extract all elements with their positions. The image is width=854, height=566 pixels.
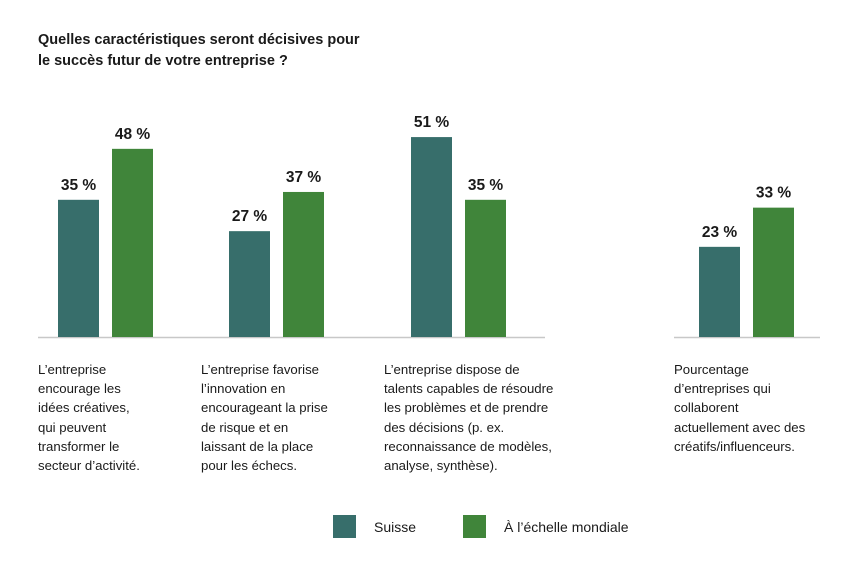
category-label-line: reconnaissance de modèles, [384, 438, 552, 454]
chart-title-line-2: le succès futur de votre entreprise ? [38, 53, 288, 69]
category-label-line: actuellement avec des [674, 419, 806, 435]
category-label-line: encourageant la prise [201, 400, 328, 416]
category-label-line: idées créatives, [38, 400, 130, 416]
category-label-line: transformer le [38, 438, 120, 454]
data-label-suisse-cat-1: 35 % [61, 177, 97, 194]
bar-suisse-cat-2 [229, 231, 270, 337]
legend-label-suisse: Suisse [374, 518, 417, 535]
legend-item-suisse: Suisse [333, 515, 416, 538]
category-label-line: pour les échecs. [201, 458, 298, 474]
category-label-line: talents capables de résoudre [384, 381, 554, 397]
data-label-mondiale-cat-3: 35 % [468, 177, 504, 194]
chart-title: Quelles caractéristiques seront décisive… [38, 30, 398, 72]
data-label-mondiale-cat-1: 48 % [115, 126, 151, 143]
category-label-1: L’entreprise encourage les idées créatives… [38, 360, 140, 475]
data-label-mondiale-cat-2: 37 % [286, 169, 322, 186]
category-label-line: créatifs/influenceurs. [674, 438, 795, 454]
data-label-suisse-cat-3: 51 % [414, 114, 450, 131]
category-label-line: L’entreprise dispose de [384, 362, 520, 377]
category-label-4: Pourcentage d’entreprises qui collaborent a… [674, 360, 805, 456]
category-label-line: qui peuvent [38, 419, 107, 435]
legend-item-mondiale: À l’échelle mondiale [463, 515, 629, 538]
category-label-line: Pourcentage [674, 362, 749, 377]
category-label-line: l’innovation en [201, 381, 286, 397]
bar-suisse-cat-3 [411, 137, 452, 337]
legend-swatch-mondiale [463, 515, 486, 538]
category-label-line: secteur d’activité. [38, 458, 140, 474]
bar-mondiale-cat-3 [465, 199, 506, 337]
category-label-line: analyse, synthèse). [384, 458, 498, 474]
category-label-2: L’entreprise favorise l’innovation en enco… [201, 360, 328, 475]
bar-suisse-cat-1 [58, 199, 99, 337]
legend-label-mondiale: À l’échelle mondiale [504, 518, 629, 535]
category-label-line: encourage les [38, 381, 121, 397]
data-label-suisse-cat-2: 27 % [232, 208, 268, 225]
bar-mondiale-cat-2 [283, 191, 324, 337]
category-label-line: des décisions (p. ex. [384, 419, 505, 435]
category-label-line: d’entreprises qui [674, 381, 771, 397]
category-label-3: L’entreprise dispose de talents capables … [384, 360, 553, 475]
bar-mondiale-cat-4 [753, 207, 794, 337]
category-label-line: laissant de la place [201, 438, 314, 454]
category-label-line: de risque et en [201, 419, 289, 435]
category-label-line: L’entreprise [38, 362, 107, 377]
chart-title-line-1: Quelles caractéristiques seront décisive… [38, 32, 360, 48]
bar-mondiale-cat-1 [112, 148, 153, 337]
category-label-line: les problèmes et de prendre [384, 400, 549, 416]
bar-suisse-cat-4 [699, 246, 740, 337]
legend-swatch-suisse [333, 515, 356, 538]
category-label-line: L’entreprise favorise [201, 362, 320, 377]
category-label-line: collaborent [674, 400, 739, 416]
data-label-mondiale-cat-4: 33 % [756, 185, 792, 202]
data-label-suisse-cat-4: 23 % [702, 224, 738, 241]
